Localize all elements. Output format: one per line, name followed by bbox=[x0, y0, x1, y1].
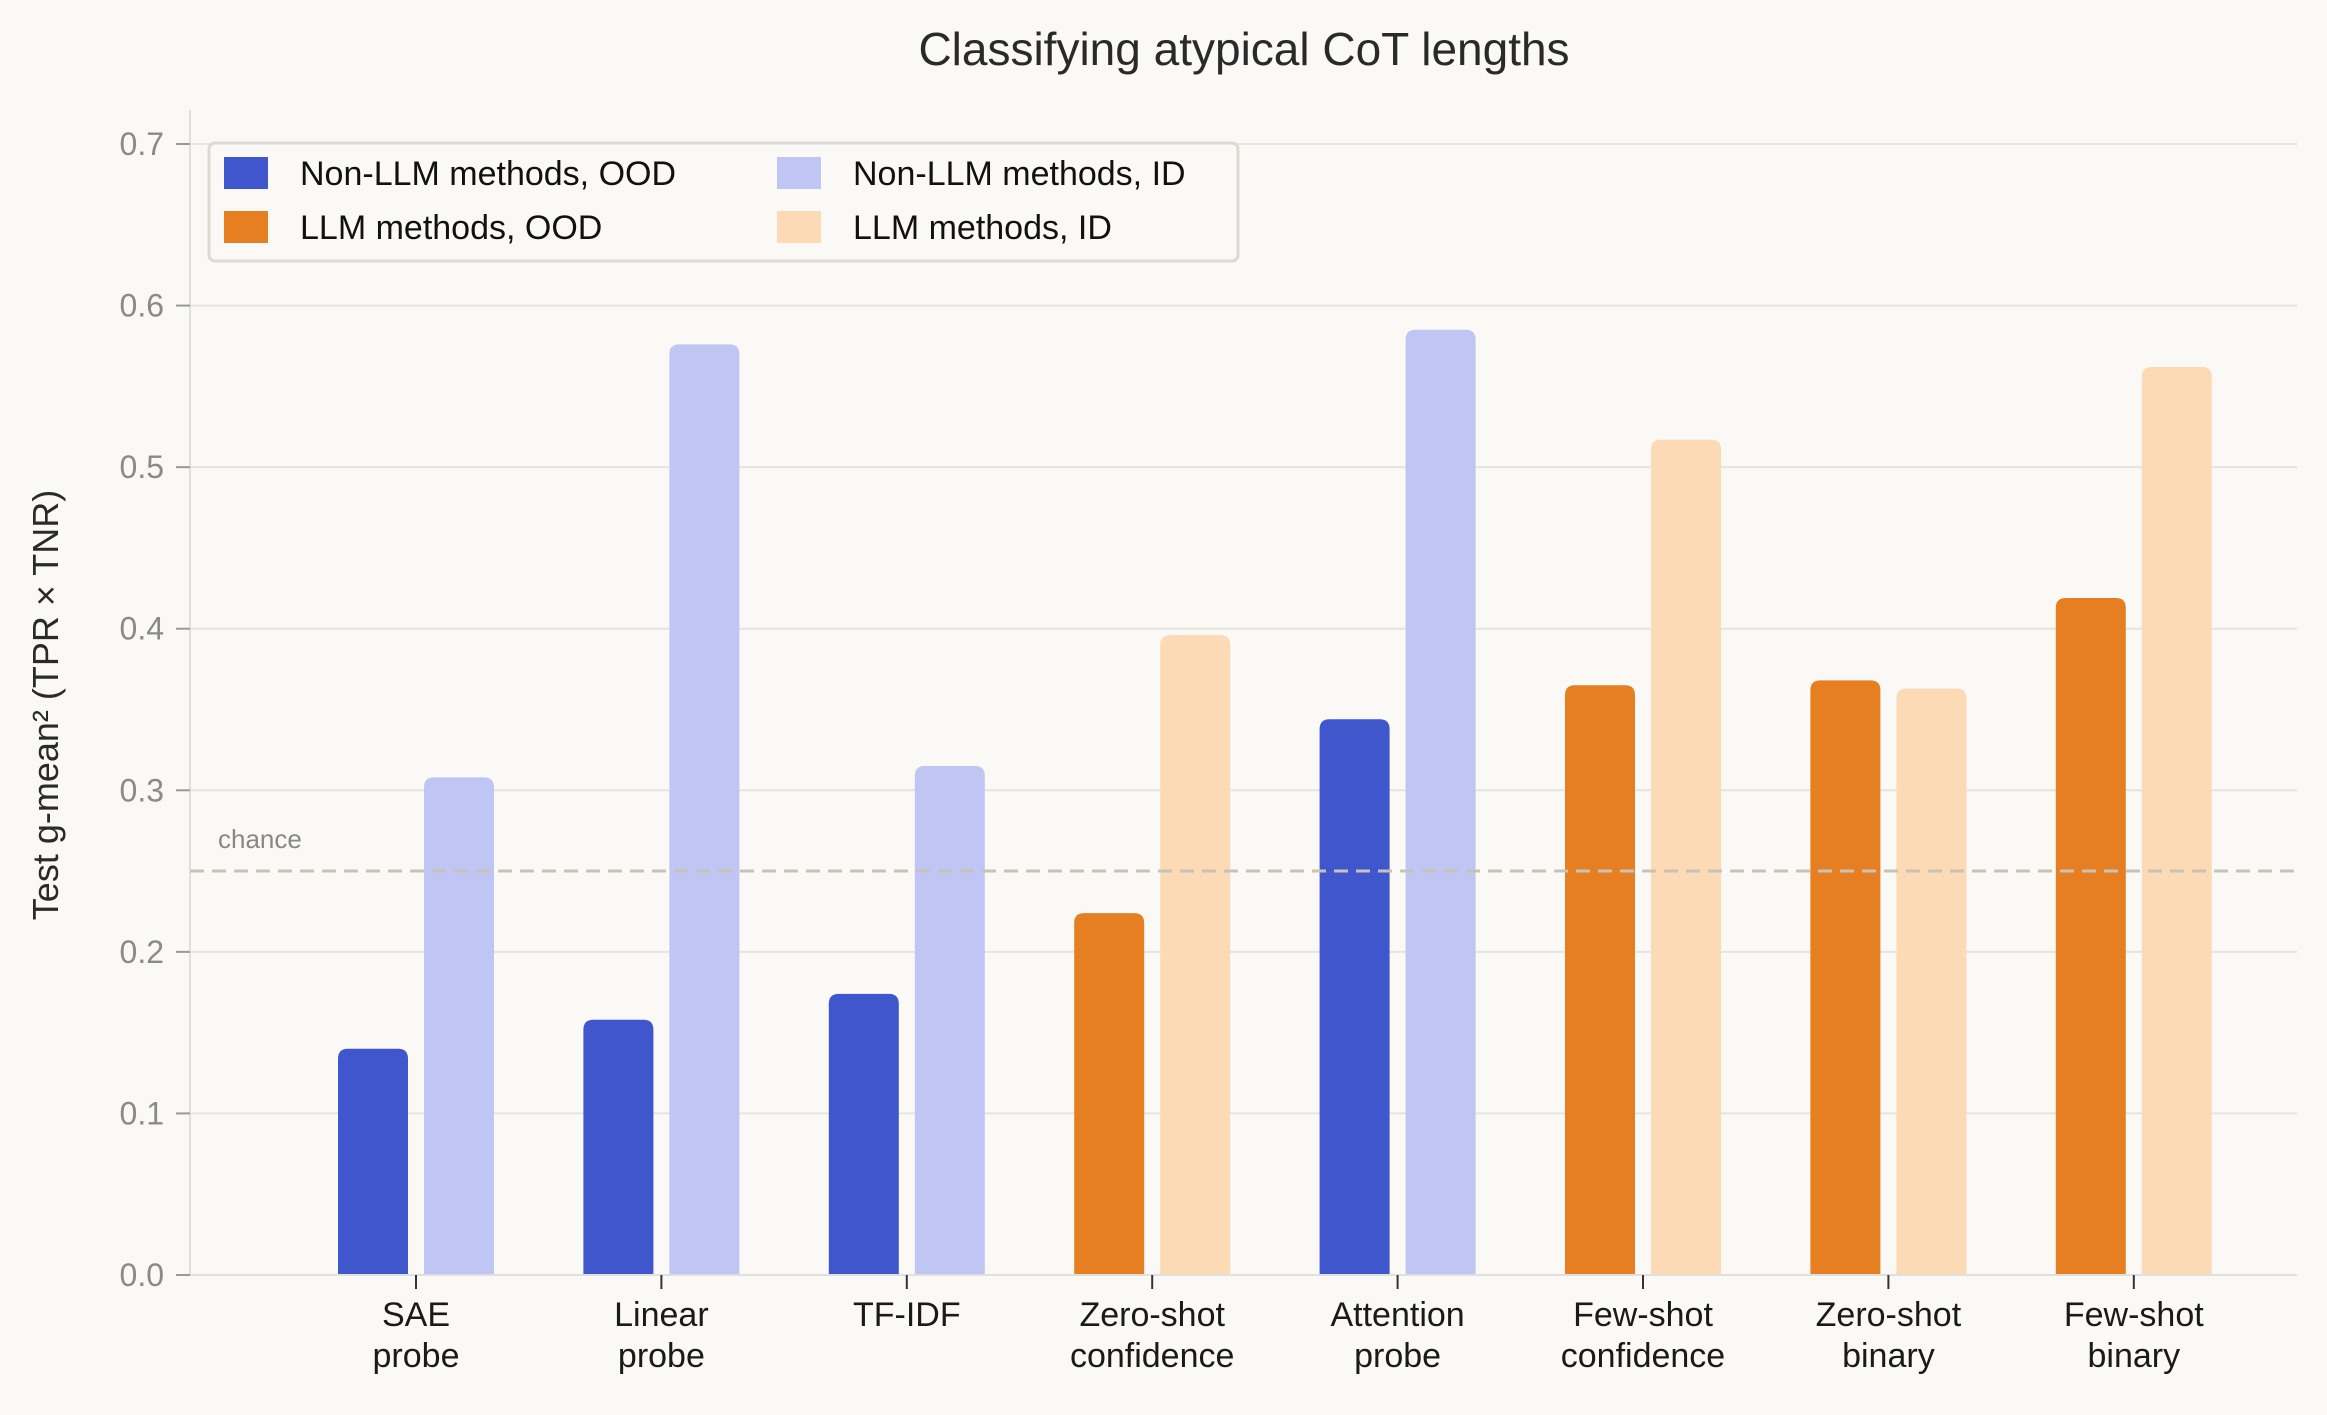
x-tick-label: Zero-shot bbox=[1079, 1296, 1225, 1334]
bar-ood bbox=[1565, 685, 1635, 1275]
y-tick-label: 0.1 bbox=[120, 1095, 164, 1131]
chance-line-group: chance bbox=[190, 824, 2297, 873]
legend-label: Non-LLM methods, ID bbox=[853, 155, 1186, 193]
bar-ood bbox=[1074, 913, 1145, 1275]
x-tick-label: binary bbox=[1842, 1337, 1935, 1375]
bar-id bbox=[1896, 688, 1967, 1275]
bar-id bbox=[914, 766, 985, 1275]
x-tick-label: probe bbox=[373, 1337, 460, 1375]
x-tick-label: Few-shot bbox=[1573, 1296, 1713, 1334]
bars bbox=[338, 329, 2212, 1275]
legend-swatch bbox=[777, 211, 821, 243]
x-tick-label: confidence bbox=[1561, 1337, 1725, 1375]
bar-ood bbox=[338, 1048, 408, 1275]
y-tick-label: 0.3 bbox=[120, 772, 164, 808]
y-tick-label: 0.6 bbox=[120, 288, 164, 324]
bar-id bbox=[669, 344, 740, 1275]
bar-ood bbox=[828, 993, 899, 1275]
x-tick-label: Few-shot bbox=[2064, 1296, 2204, 1334]
bar-id bbox=[1651, 439, 1721, 1275]
x-tick-label: Attention bbox=[1330, 1296, 1464, 1334]
legend: Non-LLM methods, OOD LLM methods, OOD Non-… bbox=[207, 141, 1240, 263]
legend-label: Non-LLM methods, OOD bbox=[300, 155, 676, 193]
x-tick-label: binary bbox=[2087, 1337, 2180, 1375]
bar-id bbox=[2141, 366, 2212, 1275]
bar-ood bbox=[1319, 719, 1390, 1275]
legend-box bbox=[207, 141, 1240, 263]
legend-label: LLM methods, ID bbox=[853, 209, 1112, 247]
bar-id bbox=[424, 777, 494, 1275]
bar-ood bbox=[2055, 598, 2126, 1275]
grid bbox=[190, 143, 2297, 1276]
legend-swatch bbox=[777, 157, 821, 189]
bar-id bbox=[1405, 329, 1476, 1275]
y-tick-label: 0.0 bbox=[120, 1257, 164, 1293]
x-tick-label: Linear bbox=[614, 1296, 709, 1334]
y-axis-label: Test g-mean² (TPR × TNR) bbox=[25, 490, 66, 920]
legend-swatch bbox=[224, 211, 268, 243]
y-tick-label: 0.4 bbox=[120, 611, 164, 647]
y-tick-label: 0.5 bbox=[120, 449, 164, 485]
x-tick-label: TF-IDF bbox=[853, 1296, 961, 1334]
y-tick-label: 0.2 bbox=[120, 934, 164, 970]
chart-title: Classifying atypical CoT lengths bbox=[918, 23, 1569, 75]
bar-id bbox=[1160, 635, 1231, 1275]
chance-label: chance bbox=[218, 824, 302, 854]
x-tick-label: SAE bbox=[382, 1296, 450, 1334]
bar-ood bbox=[1810, 680, 1881, 1275]
y-tick-label: 0.7 bbox=[120, 126, 164, 162]
y-axis: 0.0 0.1 0.2 0.3 0.4 0.5 0.6 0.7 bbox=[120, 110, 191, 1293]
bar-ood bbox=[583, 1019, 654, 1275]
x-tick-label: Zero-shot bbox=[1816, 1296, 1962, 1334]
x-tick-label: probe bbox=[618, 1337, 705, 1375]
x-tick-label: confidence bbox=[1070, 1337, 1234, 1375]
legend-swatch bbox=[224, 157, 268, 189]
legend-label: LLM methods, OOD bbox=[300, 209, 602, 247]
x-tick-label: probe bbox=[1354, 1337, 1441, 1375]
